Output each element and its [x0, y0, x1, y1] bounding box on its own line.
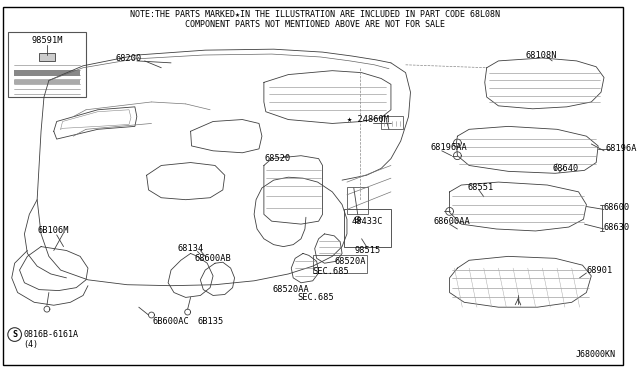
Text: 68600AB: 68600AB: [195, 254, 232, 263]
Text: 68630: 68630: [604, 222, 630, 231]
Text: SEC.685: SEC.685: [298, 293, 334, 302]
Bar: [381, 116, 403, 129]
Text: 6B135: 6B135: [197, 317, 223, 326]
Text: ★ 24860M: ★ 24860M: [347, 115, 389, 124]
Text: COMPONENT PARTS NOT MENTIONED ABOVE ARE NOT FOR SALE: COMPONENT PARTS NOT MENTIONED ABOVE ARE …: [185, 20, 445, 29]
Text: 0816B-6161A: 0816B-6161A: [24, 330, 79, 339]
Circle shape: [8, 328, 22, 341]
Text: NOTE:THE PARTS MARKED★IN THE ILLUSTRATION ARE INCLUDED IN PART CODE 68L08N: NOTE:THE PARTS MARKED★IN THE ILLUSTRATIO…: [130, 10, 500, 19]
Text: S: S: [12, 330, 17, 339]
Text: 6B106M: 6B106M: [37, 227, 68, 235]
Text: 68901: 68901: [586, 266, 612, 275]
Text: 6B600AC: 6B600AC: [153, 317, 189, 326]
Text: 98515: 98515: [355, 246, 381, 255]
Text: J68000KN: J68000KN: [576, 350, 616, 359]
Text: 68551: 68551: [467, 183, 493, 192]
Text: 48433C: 48433C: [352, 217, 383, 226]
Text: 68520AA: 68520AA: [273, 285, 310, 294]
Text: 68196AA: 68196AA: [430, 143, 467, 153]
Text: 68520: 68520: [265, 154, 291, 163]
Text: 68600AA: 68600AA: [434, 217, 470, 226]
Bar: [313, 256, 367, 273]
Text: 98591M: 98591M: [31, 36, 63, 45]
Text: 68108N: 68108N: [525, 51, 557, 60]
Bar: [39, 53, 55, 61]
Text: 68134: 68134: [177, 244, 204, 253]
Text: SEC.685: SEC.685: [312, 266, 349, 276]
Text: (4): (4): [24, 340, 38, 349]
Text: 68196A: 68196A: [606, 144, 637, 153]
Text: 68520A: 68520A: [334, 257, 365, 266]
Bar: [344, 209, 391, 247]
Bar: [13, 70, 80, 76]
Bar: [347, 187, 369, 214]
Bar: [8, 32, 86, 97]
Text: 68640: 68640: [552, 164, 579, 173]
Text: 68200: 68200: [116, 54, 142, 64]
Bar: [13, 80, 80, 84]
Text: 68600: 68600: [604, 203, 630, 212]
